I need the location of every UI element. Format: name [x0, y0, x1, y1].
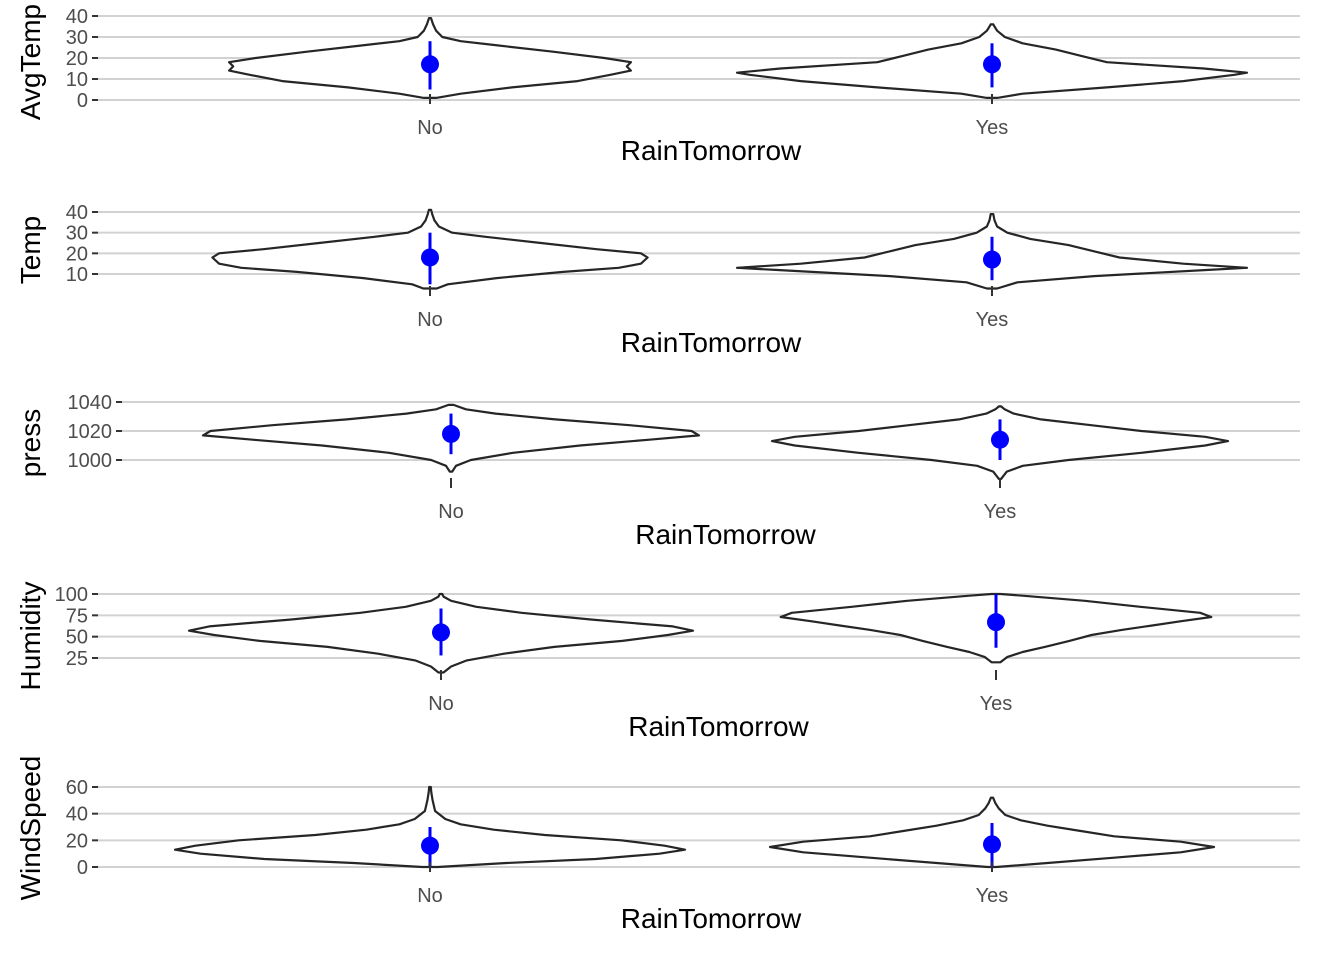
x-tick-label-yes: Yes — [976, 885, 1009, 907]
mean-point-no — [442, 425, 460, 443]
mean-point-yes — [983, 55, 1001, 73]
mean-point-yes — [987, 613, 1005, 631]
y-tick-label: 50 — [66, 627, 88, 649]
x-tick-label-no: No — [417, 117, 443, 139]
x-tick-label-no: No — [417, 885, 443, 907]
mean-point-no — [421, 248, 439, 266]
y-tick-label: 1020 — [68, 421, 113, 443]
y-axis-label: AvgTemp — [15, 4, 46, 120]
x-tick-label-yes: Yes — [984, 501, 1017, 523]
y-tick-label: 30 — [66, 27, 88, 49]
mean-point-yes — [983, 835, 1001, 853]
x-axis-label: RainTomorrow — [628, 711, 809, 742]
y-tick-label: 0 — [77, 857, 88, 879]
x-tick-label-no: No — [417, 309, 443, 331]
y-tick-label: 20 — [66, 243, 88, 265]
y-tick-label: 1000 — [68, 450, 113, 472]
x-axis-label: RainTomorrow — [621, 327, 802, 358]
mean-point-no — [421, 837, 439, 855]
y-tick-label: 60 — [66, 777, 88, 799]
x-axis-label: RainTomorrow — [635, 519, 816, 550]
y-tick-label: 0 — [77, 90, 88, 112]
mean-point-no — [421, 55, 439, 73]
y-axis-label: WindSpeed — [15, 756, 46, 901]
y-tick-label: 1040 — [68, 392, 113, 414]
y-tick-label: 40 — [66, 6, 88, 28]
y-axis-label: press — [15, 409, 46, 477]
y-tick-label: 25 — [66, 648, 88, 670]
mean-point-no — [432, 623, 450, 641]
panel-3: 1000 1020 1040 No Yes RainTomorrow press — [15, 392, 1300, 550]
mean-point-yes — [983, 251, 1001, 269]
y-tick-label: 100 — [55, 584, 88, 606]
panel-5: 0 20 40 60 No Yes RainTomorrow WindSpeed — [15, 756, 1300, 934]
x-tick-label-yes: Yes — [980, 693, 1013, 715]
y-tick-label: 20 — [66, 48, 88, 70]
y-axis-label: Temp — [15, 216, 46, 284]
y-tick-label: 40 — [66, 202, 88, 224]
y-axis-label: Humidity — [15, 582, 46, 691]
x-tick-label-no: No — [428, 693, 454, 715]
y-tick-label: 10 — [66, 264, 88, 286]
y-tick-label: 30 — [66, 223, 88, 245]
y-tick-label: 20 — [66, 830, 88, 852]
x-axis-label: RainTomorrow — [621, 903, 802, 934]
x-tick-label-no: No — [438, 501, 464, 523]
x-axis-label: RainTomorrow — [621, 135, 802, 166]
y-tick-label: 75 — [66, 605, 88, 627]
y-tick-label: 10 — [66, 69, 88, 91]
mean-point-yes — [991, 431, 1009, 449]
y-tick-label: 40 — [66, 804, 88, 826]
x-tick-label-yes: Yes — [976, 117, 1009, 139]
x-tick-label-yes: Yes — [976, 309, 1009, 331]
